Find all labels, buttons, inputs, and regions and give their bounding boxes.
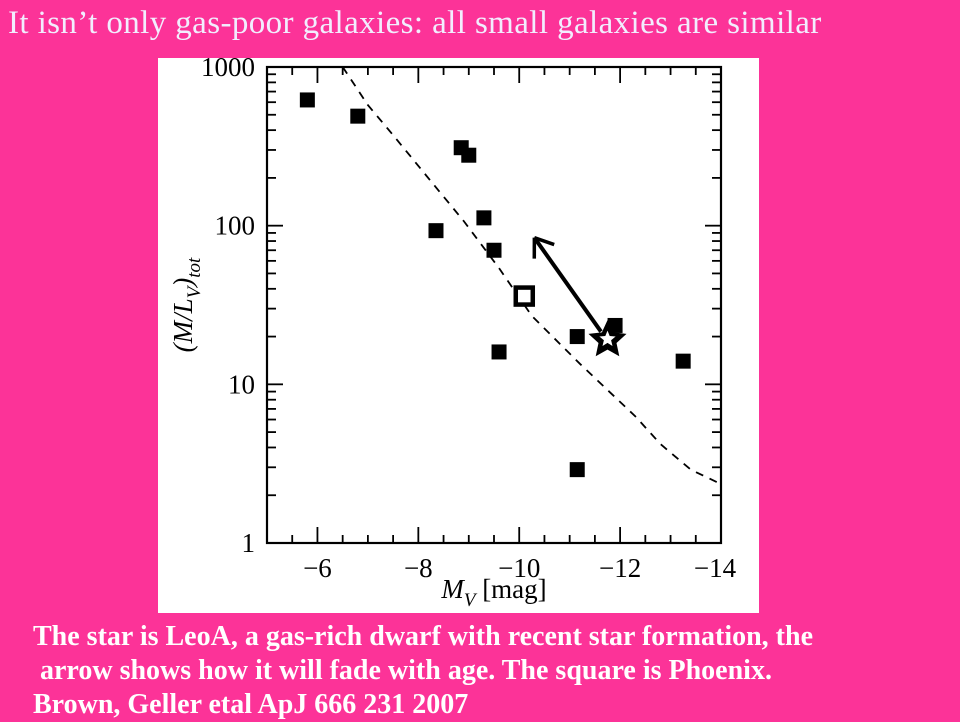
svg-text:(M/LV)tot: (M/LV)tot <box>168 257 205 352</box>
svg-text:1: 1 <box>242 528 256 558</box>
svg-text:MV [mag]: MV [mag] <box>440 574 546 611</box>
svg-text:−8: −8 <box>404 553 433 583</box>
svg-text:10: 10 <box>228 369 255 399</box>
caption-line-1: The star is LeoA, a gas-rich dwarf with … <box>33 620 960 654</box>
svg-text:−14: −14 <box>694 553 737 583</box>
svg-text:1000: 1000 <box>201 58 255 82</box>
svg-text:100: 100 <box>215 211 256 241</box>
caption-line-2: arrow shows how it will fade with age. T… <box>33 654 960 688</box>
caption-line-3: Brown, Geller etal ApJ 666 231 2007 <box>33 688 960 722</box>
slide-caption: The star is LeoA, a gas-rich dwarf with … <box>0 620 960 722</box>
svg-text:−12: −12 <box>599 553 641 583</box>
slide-title: It isn’t only gas-poor galaxies: all sma… <box>8 5 958 42</box>
svg-text:−6: −6 <box>303 553 332 583</box>
